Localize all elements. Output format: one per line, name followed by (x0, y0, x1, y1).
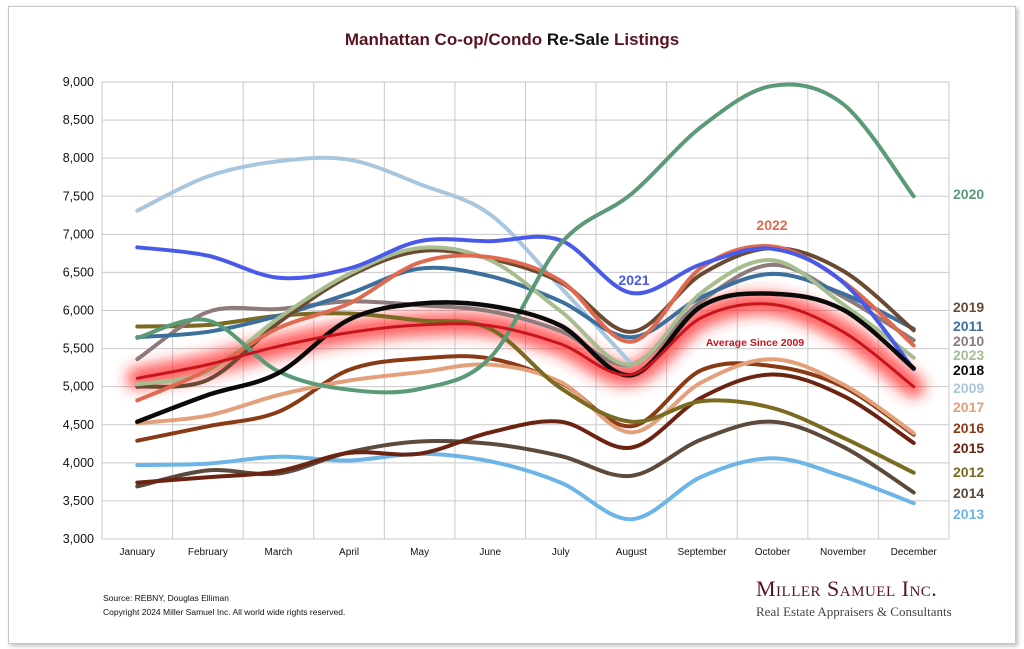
chart-title: Manhattan Co-op/Condo Re-Sale Listings (0, 30, 1024, 50)
x-tick-label: November (820, 547, 867, 558)
series-line-2020 (135, 82, 916, 395)
x-tick-label: October (755, 547, 791, 558)
x-tick-label: December (891, 547, 938, 558)
series-line-average (135, 302, 916, 389)
brand-logo-name: Miller Samuel Inc. (756, 576, 938, 601)
y-tick-label: 9,000 (63, 75, 94, 89)
y-tick-label: 7,500 (63, 189, 94, 203)
series-label-2022: 2022 (756, 217, 787, 233)
series-line-2021 (135, 234, 916, 372)
legend-label-2023: 2023 (953, 347, 984, 363)
legend-label-2011: 2011 (953, 318, 984, 334)
legend-label-2017: 2017 (953, 399, 984, 415)
y-tick-label: 8,500 (63, 113, 94, 127)
legend-label-2010: 2010 (953, 333, 984, 349)
x-axis: January February March April May June July Augu… (120, 547, 938, 558)
y-tick-label: 3,500 (63, 494, 94, 508)
source-note: Source: REBNY, Douglas Elliman (103, 593, 229, 603)
legend-label-2015: 2015 (953, 440, 984, 456)
series-lines (126, 82, 925, 522)
legend-label-2009: 2009 (953, 380, 984, 396)
y-tick-label: 4,500 (63, 418, 94, 432)
legend-label-2018: 2018 (953, 362, 984, 378)
y-tick-label: 5,000 (63, 380, 94, 394)
series-line-2010 (135, 262, 916, 368)
brand-logo-tagline: Real Estate Appraisers & Consultants (756, 604, 952, 619)
legend-label-2016: 2016 (953, 420, 984, 436)
copyright-note: Copyright 2024 Miller Samuel Inc. All wo… (103, 607, 346, 617)
series-label-2021: 2021 (618, 272, 649, 288)
series-label-2020: 2020 (953, 186, 984, 202)
legend-label-2013: 2013 (953, 506, 984, 522)
x-tick-label: March (265, 547, 293, 558)
series-label-average: Average Since 2009 (706, 337, 804, 349)
series-line-2023 (135, 245, 916, 387)
y-tick-label: 4,000 (63, 456, 94, 470)
series-line-2015 (135, 372, 916, 485)
x-tick-label: April (339, 547, 359, 558)
y-tick-label: 6,000 (63, 304, 94, 318)
y-tick-label: 6,500 (63, 265, 94, 279)
legend-label-2012: 2012 (953, 464, 984, 480)
x-tick-label: February (188, 547, 228, 558)
y-tick-label: 5,500 (63, 342, 94, 356)
series-line-2009 (135, 155, 634, 366)
x-tick-label: September (677, 547, 727, 558)
series-line-2022 (135, 244, 916, 403)
x-tick-label: January (120, 547, 156, 558)
y-tick-label: 3,000 (63, 532, 94, 546)
y-tick-label: 8,000 (63, 151, 94, 165)
x-tick-label: June (479, 547, 501, 558)
title-part-3: Listings (614, 30, 680, 49)
title-part-1: Manhattan Co-op/Condo (344, 30, 547, 49)
series-line-2018 (135, 291, 916, 424)
x-tick-label: August (616, 547, 647, 558)
title-part-2: Re-Sale (546, 30, 614, 49)
legend-label-2014: 2014 (953, 485, 984, 501)
series-line-2017 (135, 357, 916, 436)
series-line-2013 (135, 451, 916, 522)
y-axis: 3,000 3,500 4,000 4,500 5,000 5,500 6,000 6,500… (63, 75, 94, 546)
x-tick-label: July (552, 547, 570, 558)
x-tick-label: May (410, 547, 429, 558)
y-tick-label: 7,000 (63, 227, 94, 241)
legend-label-2019: 2019 (953, 299, 984, 315)
